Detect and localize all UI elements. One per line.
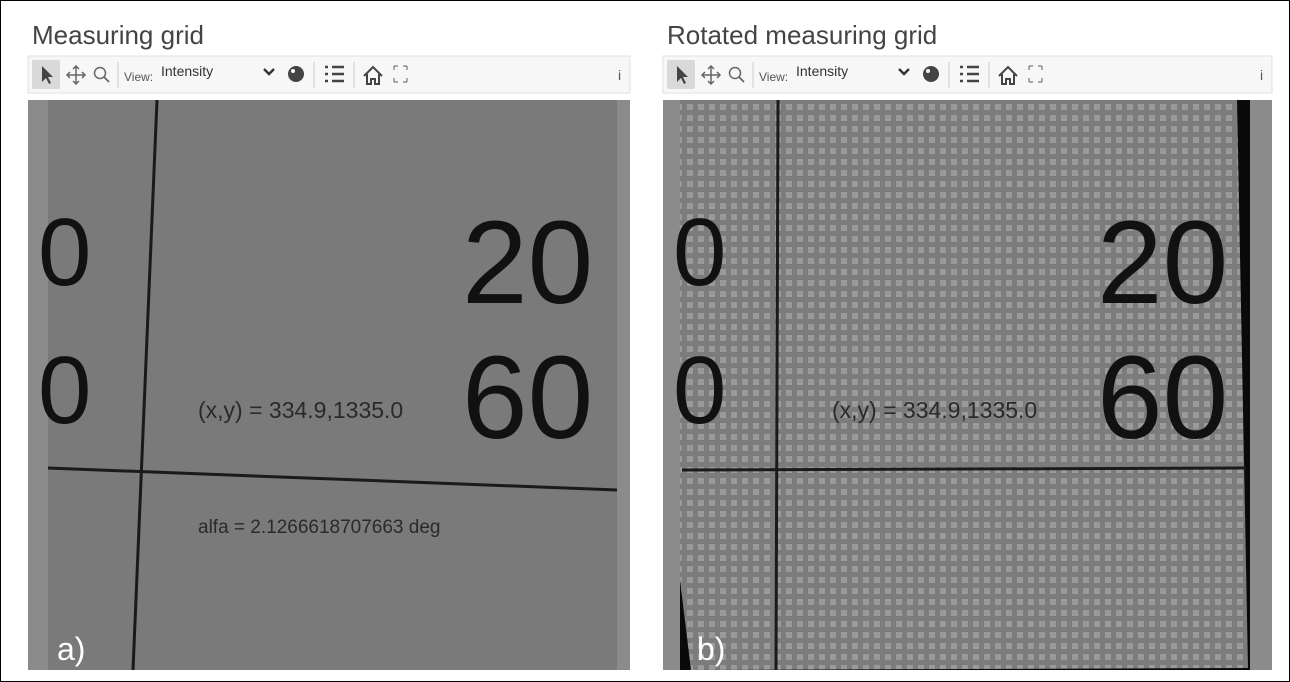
grid-line-horizontal <box>681 466 1247 472</box>
photo-digit: 0 <box>673 337 726 444</box>
select-tool-icon[interactable] <box>42 66 53 84</box>
photo-rotated <box>680 100 1248 670</box>
grid-line-vertical <box>774 100 780 670</box>
angle-annotation: alfa = 2.1266618707663 deg <box>198 517 440 538</box>
photo-digit: 0 <box>38 199 91 306</box>
zoom-tool-handle[interactable] <box>103 76 110 83</box>
photo-digit: 0 <box>38 337 91 444</box>
toolbar: View: Intensity i <box>27 55 631 94</box>
pan-tool-icon[interactable] <box>65 64 87 86</box>
list-icon[interactable] <box>960 65 979 83</box>
home-icon[interactable] <box>363 65 383 85</box>
view-label: View: <box>124 70 153 84</box>
info-button[interactable]: i <box>618 67 621 83</box>
grid-line-horizontal <box>47 466 618 492</box>
select-tool-icon[interactable] <box>677 66 688 84</box>
coordinates-annotation: (x,y) = 334.9,1335.0 <box>198 397 403 423</box>
pan-tool-icon[interactable] <box>700 64 722 86</box>
photo-digit: 60 <box>1097 332 1228 464</box>
zoom-tool-handle[interactable] <box>738 76 745 83</box>
fit-icon[interactable] <box>393 65 408 83</box>
home-icon[interactable] <box>998 65 1018 85</box>
view-dropdown[interactable]: Intensity <box>161 63 213 79</box>
dropdown-chevron[interactable] <box>898 68 910 76</box>
zoom-tool-icon[interactable] <box>728 66 742 80</box>
grid-line-vertical <box>131 100 159 670</box>
view-dropdown[interactable]: Intensity <box>796 63 848 79</box>
fit-icon[interactable] <box>1028 65 1043 83</box>
panel-title: Measuring grid <box>32 20 204 50</box>
viewer-panel: Rotated measuring grid View: Intensity i 0 0 2… <box>662 20 1273 670</box>
photo <box>48 100 617 670</box>
view-label: View: <box>759 70 788 84</box>
photo-digit: 20 <box>462 197 593 329</box>
colormap-dot <box>291 69 295 73</box>
toolbar-background <box>27 55 631 94</box>
panel-title: Rotated measuring grid <box>667 20 937 50</box>
colormap-icon[interactable] <box>288 66 304 82</box>
colormap-dot <box>926 69 930 73</box>
zoom-tool-icon[interactable] <box>93 66 107 80</box>
photo-digit: 20 <box>1097 197 1228 329</box>
photo-digit: 60 <box>462 332 593 464</box>
photo-digit: 0 <box>673 199 726 306</box>
toolbar: View: Intensity i <box>662 55 1273 94</box>
coordinates-annotation: (x,y) = 334.9,1335.0 <box>832 397 1037 423</box>
panel-label: b) <box>697 631 725 667</box>
panel-label: a) <box>57 631 85 667</box>
dropdown-chevron[interactable] <box>263 68 275 76</box>
list-icon[interactable] <box>325 65 344 83</box>
info-button[interactable]: i <box>1260 67 1263 83</box>
colormap-icon[interactable] <box>923 66 939 82</box>
